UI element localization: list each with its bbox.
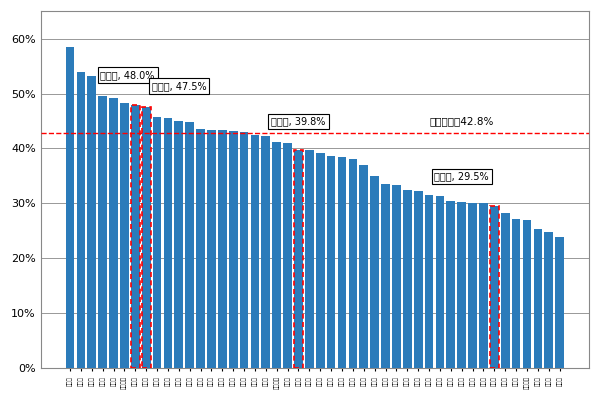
Bar: [164, 118, 172, 368]
Bar: [446, 201, 455, 368]
Bar: [229, 131, 238, 368]
Bar: [196, 129, 205, 368]
Bar: [501, 213, 509, 368]
Bar: [490, 206, 499, 368]
Bar: [555, 238, 564, 368]
Bar: [185, 122, 194, 368]
Text: 三重県, 29.5%: 三重県, 29.5%: [434, 172, 489, 182]
Bar: [77, 72, 85, 368]
Bar: [294, 150, 303, 368]
Bar: [240, 132, 248, 368]
Bar: [98, 96, 107, 368]
Bar: [109, 98, 118, 368]
Bar: [457, 202, 466, 368]
Bar: [436, 196, 444, 368]
Text: 岐阜県, 39.8%: 岐阜県, 39.8%: [271, 116, 326, 126]
Bar: [327, 156, 335, 368]
Bar: [544, 232, 553, 368]
Bar: [533, 229, 542, 368]
Bar: [65, 47, 74, 368]
Bar: [512, 219, 520, 368]
Bar: [359, 165, 368, 368]
Bar: [468, 204, 477, 368]
Bar: [370, 176, 379, 368]
Bar: [349, 160, 357, 368]
Bar: [283, 143, 292, 368]
Bar: [523, 220, 532, 368]
Bar: [251, 135, 259, 368]
Text: 愛知県, 48.0%: 愛知県, 48.0%: [100, 70, 155, 80]
Bar: [305, 150, 314, 368]
Text: 静岡県, 47.5%: 静岡県, 47.5%: [152, 81, 206, 91]
Text: 全国普及率42.8%: 全国普及率42.8%: [429, 116, 493, 126]
Bar: [392, 185, 401, 368]
Bar: [120, 104, 129, 368]
Bar: [425, 195, 433, 368]
Bar: [88, 76, 96, 368]
Bar: [152, 117, 161, 368]
Bar: [381, 184, 390, 368]
Bar: [338, 157, 346, 368]
Bar: [414, 191, 422, 368]
Bar: [479, 204, 488, 368]
Bar: [262, 136, 270, 368]
Bar: [207, 130, 216, 368]
Bar: [131, 104, 140, 368]
Bar: [175, 121, 183, 368]
Bar: [316, 153, 325, 368]
Bar: [218, 130, 227, 368]
Bar: [142, 107, 151, 368]
Bar: [272, 142, 281, 368]
Bar: [403, 190, 412, 368]
